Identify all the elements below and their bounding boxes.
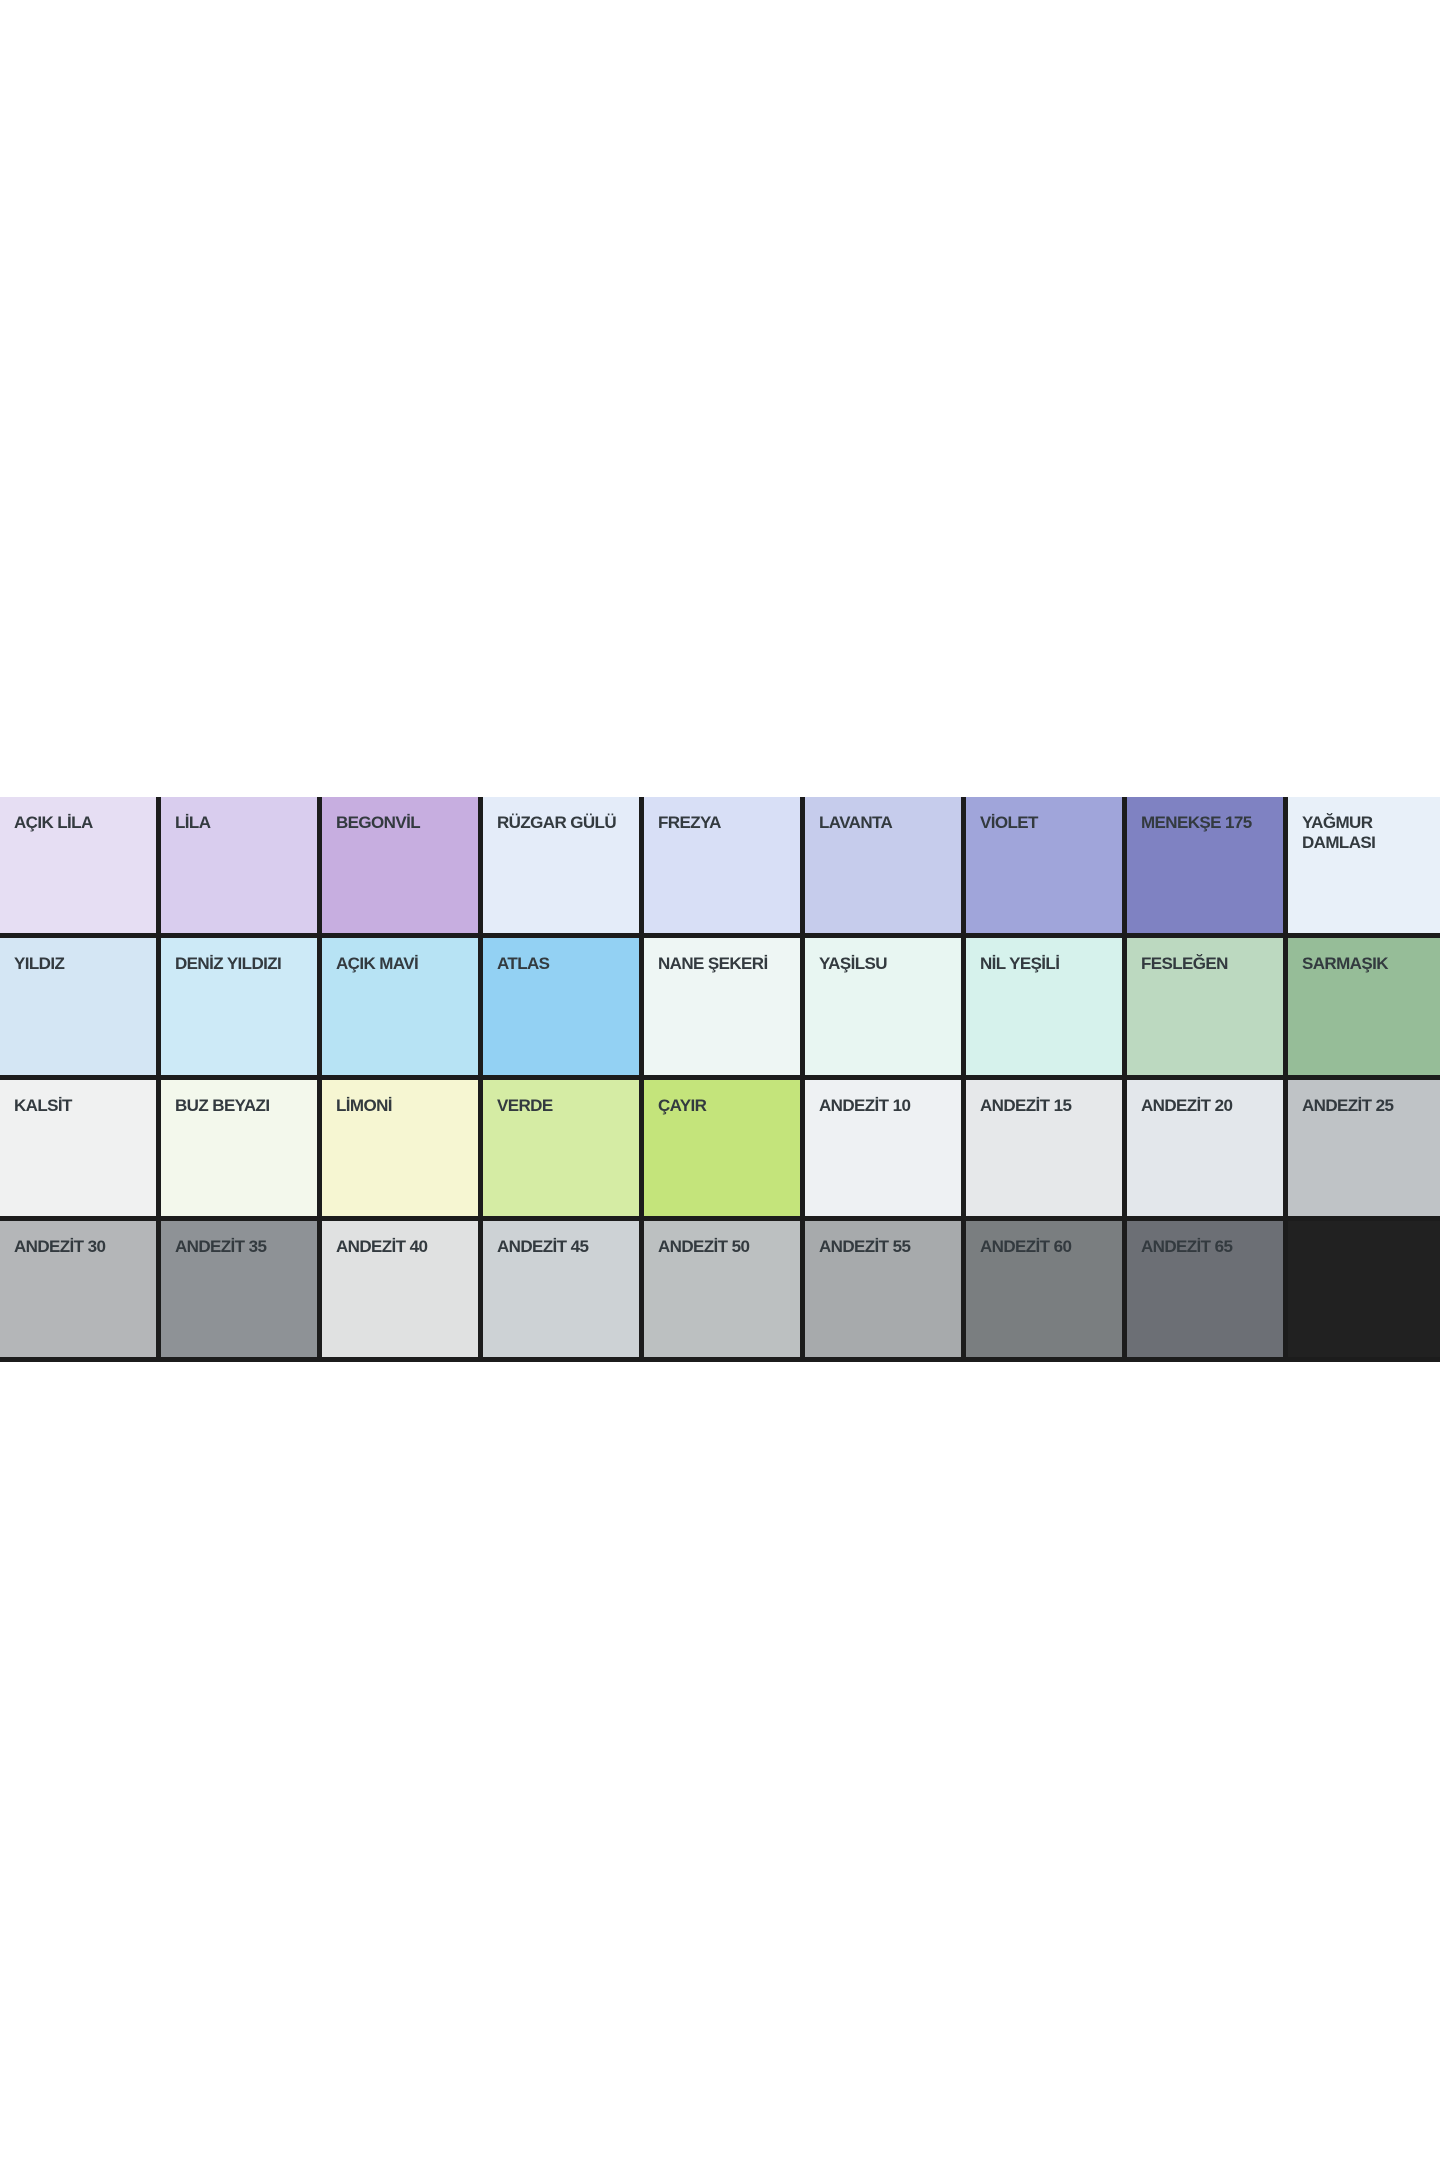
swatch-label: RÜZGAR GÜLÜ — [497, 813, 617, 832]
color-swatch: ATLAS — [483, 938, 639, 1075]
color-swatch: KALSİT — [0, 1079, 156, 1216]
color-swatch: YAŞİLSU — [805, 938, 961, 1075]
color-swatch: AÇIK MAVİ — [322, 938, 478, 1075]
swatch-label: FESLEĞEN — [1141, 954, 1228, 974]
color-swatch: ANDEZİT 45 — [483, 1220, 639, 1357]
swatch-label: BEGONVİL — [336, 813, 421, 832]
swatch-label: ANDEZİT 15 — [980, 1095, 1072, 1115]
color-swatch: LAVANTA — [805, 797, 961, 934]
color-swatch: YAĞMUR DAMLASI — [1288, 797, 1440, 934]
color-swatch: LİLA — [161, 797, 317, 934]
swatch-label: ANDEZİT 65 — [1141, 1236, 1233, 1256]
swatch-label: LİLA — [175, 813, 211, 832]
swatch-label: YAŞİLSU — [819, 954, 888, 974]
swatch-label: VİOLET — [980, 813, 1038, 832]
swatch-label: ANDEZİT 60 — [980, 1236, 1072, 1256]
color-swatch: BUZ BEYAZI — [161, 1079, 317, 1216]
color-swatch: FESLEĞEN — [1127, 938, 1283, 1075]
swatch-label: LİMONİ — [336, 1095, 393, 1115]
color-swatch: ANDEZİT 10 — [805, 1079, 961, 1216]
swatch-label: NANE ŞEKERİ — [658, 954, 768, 974]
color-swatch: ANDEZİT 50 — [644, 1220, 800, 1357]
swatch-label: ÇAYIR — [658, 1095, 707, 1115]
swatch-label: VERDE — [497, 1095, 553, 1115]
color-swatch: NANE ŞEKERİ — [644, 938, 800, 1075]
swatch-label: FREZYA — [658, 813, 721, 832]
swatch-label: SARMAŞIK — [1302, 954, 1388, 974]
swatch-label: ATLAS — [497, 954, 550, 974]
swatch-label: YAĞMUR DAMLASI — [1302, 813, 1376, 852]
swatch-label: AÇIK MAVİ — [336, 954, 419, 974]
color-swatch: ANDEZİT 15 — [966, 1079, 1122, 1216]
swatch-label: NİL YEŞİLİ — [980, 954, 1060, 974]
color-swatch: LİMONİ — [322, 1079, 478, 1216]
swatch-label: YILDIZ — [14, 954, 65, 974]
swatch-label: ANDEZİT 50 — [658, 1236, 750, 1256]
swatch-label: ANDEZİT 40 — [336, 1236, 428, 1256]
color-swatch: ÇAYIR — [644, 1079, 800, 1216]
color-swatch: SARMAŞIK — [1288, 938, 1440, 1075]
swatch-label: ANDEZİT 45 — [497, 1236, 589, 1256]
color-swatch: ANDEZİT 30 — [0, 1220, 156, 1357]
color-swatch: DENİZ YILDIZI — [161, 938, 317, 1075]
color-swatch: AÇIK LİLA — [0, 797, 156, 934]
color-swatch: ANDEZİT 35 — [161, 1220, 317, 1357]
color-swatch: ANDEZİT 20 — [1127, 1079, 1283, 1216]
color-swatch: VİOLET — [966, 797, 1122, 934]
color-swatch: ANDEZİT 65 — [1127, 1220, 1283, 1357]
color-swatch: ANDEZİT 55 — [805, 1220, 961, 1357]
swatch-label: KALSİT — [14, 1095, 72, 1115]
swatch-label: ANDEZİT 25 — [1302, 1095, 1394, 1115]
color-swatch: NİL YEŞİLİ — [966, 938, 1122, 1075]
swatch-label: ANDEZİT 30 — [14, 1236, 106, 1256]
color-swatch: ANDEZİT 25 — [1288, 1079, 1440, 1216]
color-swatch: ANDEZİT 60 — [966, 1220, 1122, 1357]
color-swatch-chart: AÇIK LİLA LİLA BEGONVİL RÜZGAR GÜLÜ FREZYA LA… — [0, 797, 1440, 1362]
color-swatch: YILDIZ — [0, 938, 156, 1075]
color-swatch: BEGONVİL — [322, 797, 478, 934]
swatch-label: AÇIK LİLA — [14, 813, 93, 832]
color-swatch — [1288, 1220, 1440, 1357]
color-swatch: VERDE — [483, 1079, 639, 1216]
swatch-label: ANDEZİT 35 — [175, 1236, 267, 1256]
swatch-label: ANDEZİT 10 — [819, 1095, 911, 1115]
color-swatch: ANDEZİT 40 — [322, 1220, 478, 1357]
swatch-label: ANDEZİT 55 — [819, 1236, 911, 1256]
color-swatch: MENEKŞE 175 — [1127, 797, 1283, 934]
swatch-label: LAVANTA — [819, 813, 893, 832]
swatch-label: BUZ BEYAZI — [175, 1095, 270, 1115]
swatch-label: DENİZ YILDIZI — [175, 954, 282, 974]
color-swatch: FREZYA — [644, 797, 800, 934]
color-swatch: RÜZGAR GÜLÜ — [483, 797, 639, 934]
swatch-label: MENEKŞE 175 — [1141, 813, 1252, 832]
swatch-label: ANDEZİT 20 — [1141, 1095, 1233, 1115]
